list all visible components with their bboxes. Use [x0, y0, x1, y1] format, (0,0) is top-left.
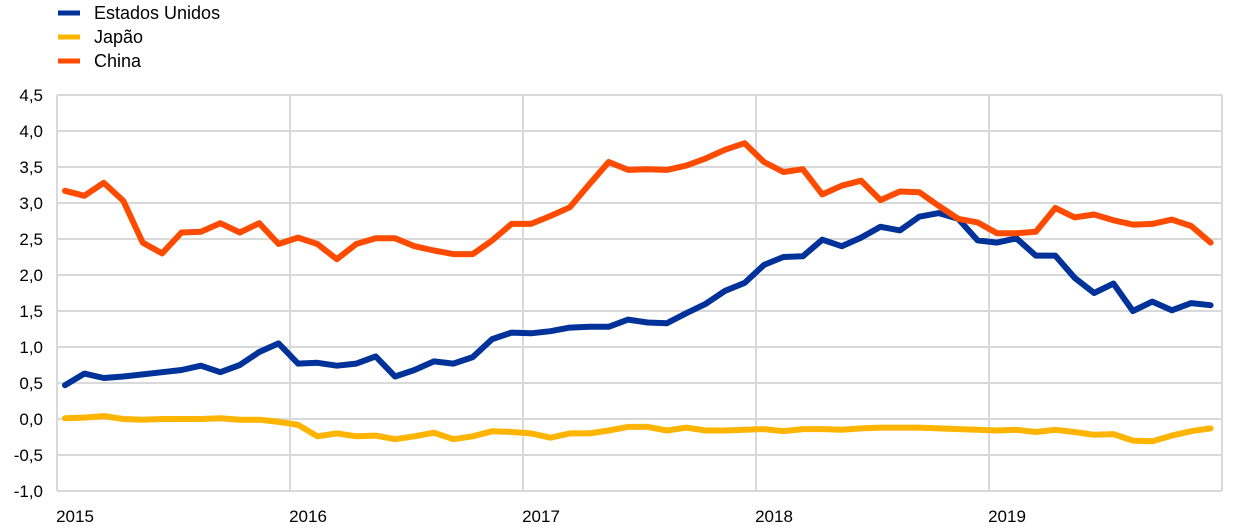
legend: Estados Unidos Japão China	[58, 3, 220, 71]
legend-label: Estados Unidos	[94, 3, 220, 23]
legend-label: China	[94, 51, 142, 71]
y-tick-label: 1,0	[19, 338, 43, 357]
x-tick-label: 2019	[988, 507, 1026, 526]
y-tick-label: -0,5	[14, 446, 43, 465]
y-tick-label: 0,5	[19, 374, 43, 393]
legend-label: Japão	[94, 27, 143, 47]
y-tick-label: 0,0	[19, 410, 43, 429]
y-tick-label: 4,5	[19, 86, 43, 105]
y-tick-label: 2,0	[19, 266, 43, 285]
x-axis-ticks: 2015 2016 2017 2018 2019	[56, 507, 1026, 526]
y-tick-label: -1,0	[14, 482, 43, 501]
x-tick-label: 2015	[56, 507, 94, 526]
y-tick-label: 4,0	[19, 122, 43, 141]
series-line-china	[62, 140, 1214, 263]
y-tick-label: 3,0	[19, 194, 43, 213]
y-axis-ticks: 4,5 4,0 3,5 3,0 2,5 2,0 1,5 1,0 0,5 0,0 -0,5 -1,0	[14, 86, 43, 501]
series-line-japão	[62, 413, 1214, 445]
y-tick-label: 3,5	[19, 158, 43, 177]
y-tick-label: 1,5	[19, 302, 43, 321]
series-lines	[62, 140, 1214, 445]
x-tick-label: 2018	[755, 507, 793, 526]
series-line-estados-unidos	[62, 210, 1214, 389]
x-tick-label: 2016	[289, 507, 327, 526]
y-tick-label: 2,5	[19, 230, 43, 249]
x-tick-label: 2017	[522, 507, 560, 526]
